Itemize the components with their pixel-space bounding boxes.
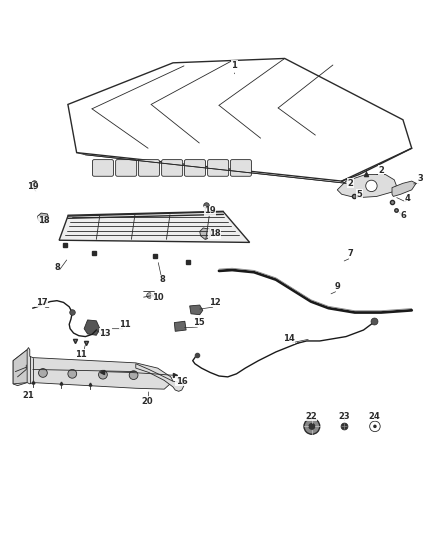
Text: 1: 1 — [231, 61, 237, 69]
Text: 14: 14 — [283, 334, 295, 343]
Text: 16: 16 — [176, 377, 187, 386]
Text: 8: 8 — [159, 275, 165, 284]
Circle shape — [99, 370, 107, 379]
Text: 19: 19 — [205, 206, 216, 215]
Text: 2: 2 — [347, 179, 353, 188]
Text: 13: 13 — [99, 328, 111, 337]
Text: 21: 21 — [23, 391, 34, 400]
Text: 9: 9 — [334, 282, 340, 290]
Text: 2: 2 — [378, 166, 384, 175]
Circle shape — [39, 368, 47, 377]
Text: 5: 5 — [356, 190, 362, 199]
Circle shape — [304, 418, 320, 434]
FancyBboxPatch shape — [184, 159, 205, 176]
Polygon shape — [59, 212, 250, 243]
Text: 10: 10 — [152, 293, 163, 302]
Polygon shape — [337, 174, 396, 197]
Circle shape — [68, 369, 77, 378]
Text: 18: 18 — [38, 216, 49, 225]
Text: 3: 3 — [417, 174, 424, 183]
Text: 12: 12 — [209, 298, 220, 307]
Text: 4: 4 — [404, 194, 410, 203]
Polygon shape — [84, 320, 100, 335]
Circle shape — [308, 423, 315, 430]
Polygon shape — [13, 348, 173, 389]
FancyBboxPatch shape — [92, 159, 113, 176]
FancyBboxPatch shape — [138, 159, 159, 176]
Text: 7: 7 — [347, 249, 353, 258]
Text: 11: 11 — [75, 350, 87, 359]
Circle shape — [129, 371, 138, 379]
FancyBboxPatch shape — [162, 159, 183, 176]
Polygon shape — [392, 181, 416, 197]
Text: 8: 8 — [54, 263, 60, 272]
Text: 18: 18 — [209, 229, 220, 238]
Text: 20: 20 — [141, 397, 152, 406]
Text: 11: 11 — [119, 320, 131, 329]
Text: 17: 17 — [36, 298, 47, 307]
Polygon shape — [38, 213, 49, 223]
Polygon shape — [190, 305, 203, 314]
Circle shape — [366, 180, 377, 191]
FancyBboxPatch shape — [116, 159, 137, 176]
Text: 22: 22 — [305, 412, 317, 421]
Polygon shape — [174, 321, 186, 332]
Text: 15: 15 — [194, 318, 205, 327]
Polygon shape — [13, 350, 27, 384]
Polygon shape — [200, 228, 211, 239]
Text: 19: 19 — [27, 182, 39, 191]
Polygon shape — [136, 364, 184, 391]
FancyBboxPatch shape — [230, 159, 251, 176]
Text: 6: 6 — [400, 211, 406, 220]
Text: 23: 23 — [338, 412, 350, 421]
Circle shape — [373, 425, 377, 428]
FancyBboxPatch shape — [208, 159, 229, 176]
Text: 24: 24 — [369, 412, 380, 421]
